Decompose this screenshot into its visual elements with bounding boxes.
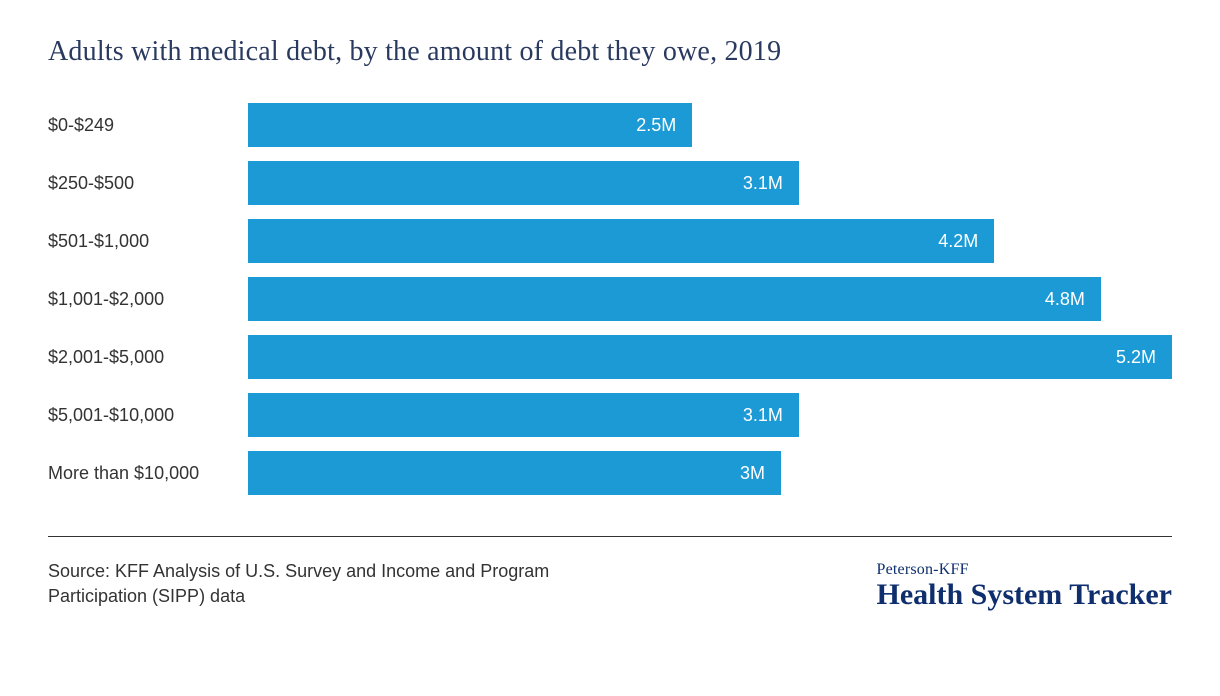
bar-label: $5,001-$10,000 (48, 405, 248, 426)
bar-value: 3M (740, 463, 765, 484)
bar-track: 4.8M (248, 270, 1172, 328)
bar: 5.2M (248, 335, 1172, 379)
bar-row: $0-$249 2.5M (48, 96, 1172, 154)
bar: 3.1M (248, 393, 799, 437)
footer-divider (48, 536, 1172, 537)
bar-label: $501-$1,000 (48, 231, 248, 252)
bar: 2.5M (248, 103, 692, 147)
bar-value: 4.2M (938, 231, 978, 252)
bar-value: 3.1M (743, 173, 783, 194)
bar: 3.1M (248, 161, 799, 205)
bar: 3M (248, 451, 781, 495)
bar: 4.2M (248, 219, 994, 263)
bar-label: $1,001-$2,000 (48, 289, 248, 310)
brand-top-text: Peterson-KFF (876, 561, 1172, 579)
chart-title: Adults with medical debt, by the amount … (48, 36, 1172, 68)
bar-value: 4.8M (1045, 289, 1085, 310)
bar-track: 3M (248, 444, 1172, 502)
bar-row: $5,001-$10,000 3.1M (48, 386, 1172, 444)
brand-block: Peterson-KFF Health System Tracker (876, 559, 1172, 611)
bar-value: 3.1M (743, 405, 783, 426)
bar-track: 4.2M (248, 212, 1172, 270)
chart-container: Adults with medical debt, by the amount … (0, 0, 1220, 696)
bar-label: More than $10,000 (48, 463, 248, 484)
bar-row: $250-$500 3.1M (48, 154, 1172, 212)
bar: 4.8M (248, 277, 1101, 321)
bar-value: 2.5M (636, 115, 676, 136)
bar-row: $501-$1,000 4.2M (48, 212, 1172, 270)
bar-label: $250-$500 (48, 173, 248, 194)
bar-chart: $0-$2492.5M$250-$5003.1M$501-$1,0004.2M$… (48, 96, 1172, 502)
bar-track: 2.5M (248, 96, 1172, 154)
bar-track: 5.2M (248, 328, 1172, 386)
footer: Source: KFF Analysis of U.S. Survey and … (48, 559, 1172, 611)
bar-value: 5.2M (1116, 347, 1156, 368)
bar-label: $0-$249 (48, 115, 248, 136)
bar-row: $1,001-$2,000 4.8M (48, 270, 1172, 328)
bar-row: More than $10,000 3M (48, 444, 1172, 502)
bar-row: $2,001-$5,000 5.2M (48, 328, 1172, 386)
brand-bottom-text: Health System Tracker (876, 579, 1172, 611)
bar-track: 3.1M (248, 154, 1172, 212)
source-text: Source: KFF Analysis of U.S. Survey and … (48, 559, 608, 609)
bar-track: 3.1M (248, 386, 1172, 444)
bar-label: $2,001-$5,000 (48, 347, 248, 368)
